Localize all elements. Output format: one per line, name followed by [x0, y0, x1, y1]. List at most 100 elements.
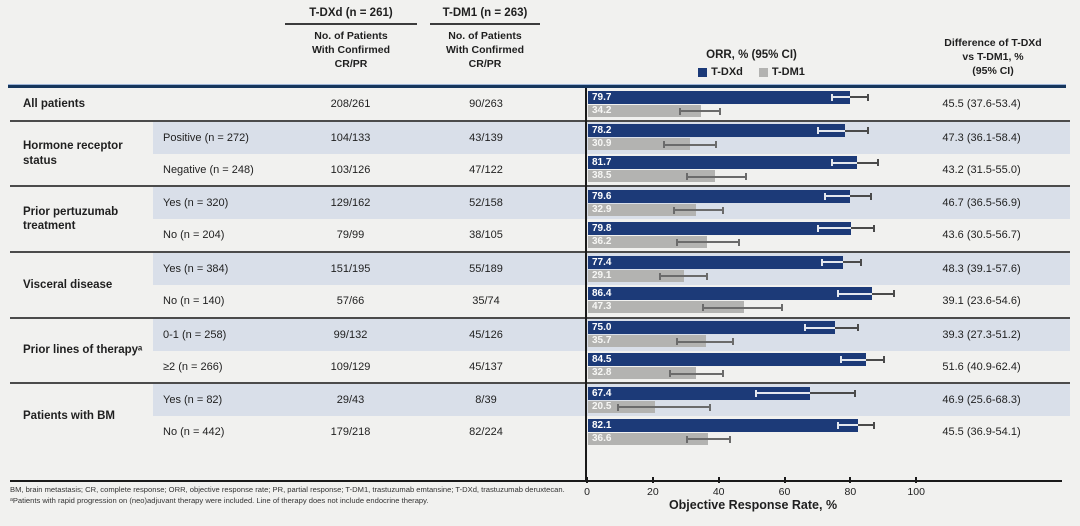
group-rows: Yes (n = 384) 151/195 55/189 77.4 29.1 48.3 (… [153, 253, 1070, 317]
tdxd-ci-whisker [841, 358, 867, 361]
subgroup-label: Yes (n = 384) [153, 253, 271, 285]
tdxd-ci-whisker [850, 96, 868, 98]
tdm1-ci-cap [705, 272, 708, 280]
tdxd-ci-cap [866, 93, 869, 101]
tdm1-ci-cap [616, 403, 619, 411]
tdxd-column-subtitle: No. of Patients With Confirmed CR/PR [311, 30, 391, 70]
group-rows: Yes (n = 82) 29/43 8/39 67.4 20.5 46.9 (25.6-… [153, 384, 1070, 448]
difference-value: 48.3 (39.1-57.6) [919, 253, 1070, 285]
tdm1-ci-cap [672, 206, 675, 214]
tdm1-ci-whisker [676, 340, 733, 343]
table-body: All patients 208/261 90/263 79.7 34.2 45.5 (3… [10, 88, 1070, 448]
tdxd-bar: 67.4 [588, 386, 810, 400]
tdxd-bar-value: 77.4 [592, 256, 612, 268]
axis-tick [915, 477, 918, 483]
tdxd-bar-value: 79.8 [592, 222, 612, 234]
table-row: Negative (n = 248) 103/126 47/122 81.7 38.5 4… [153, 154, 1070, 186]
x-axis-title: Objective Response Rate, % [668, 498, 838, 512]
tdm1-ci-whisker [676, 241, 740, 244]
tdxd-ci-cap [837, 290, 840, 298]
subgroup-label: ≥2 (n = 266) [163, 360, 223, 373]
tdxd-ci-whisker [850, 227, 875, 230]
difference-value: 45.5 (37.6-53.4) [942, 97, 1021, 110]
legend: T-DXd T-DM1 [586, 66, 917, 78]
tdxd-bar: 79.8 [588, 221, 851, 235]
tdxd-ci-cap [804, 324, 807, 332]
tdm1-count: 55/189 [430, 253, 542, 285]
tdxd-ci-cap [883, 356, 886, 364]
tdxd-bar: 84.5 [588, 353, 867, 367]
tdxd-column-header: T-DXd (n = 261) No. of Patients With Con… [273, 7, 429, 72]
tdm1-bar: 38.5 [588, 170, 715, 183]
tdxd-bar-value: 86.4 [592, 288, 612, 300]
tdm1-ci-cap [708, 403, 711, 411]
group-label: Visceral disease [23, 278, 113, 291]
spacer [542, 187, 588, 220]
tdxd-bar: 82.1 [588, 418, 859, 432]
group-rows: 0-1 (n = 258) 99/132 45/126 75.0 35.7 39.3 (2… [153, 318, 1070, 383]
tdm1-ci-cap [781, 304, 784, 312]
tdm1-ci-cap [659, 272, 662, 280]
tdm1-ci-whisker [686, 175, 746, 178]
tdxd-count: 151/195 [271, 253, 430, 285]
tdm1-bar: 36.6 [588, 432, 709, 445]
subgroup-label: Negative (n = 248) [163, 163, 254, 176]
tdxd-column-title: T-DXd (n = 261) [309, 7, 393, 19]
axis-tick-label: 100 [907, 486, 925, 498]
tdm1-ci-cap [721, 206, 724, 214]
footnote-abbreviations: BM, brain metastasis; CR, complete respo… [10, 485, 565, 494]
tdm1-count: 43/139 [430, 121, 542, 154]
orr-bar-cell: 84.5 32.8 [588, 351, 919, 383]
tdm1-ci-cap [728, 435, 731, 443]
tdm1-bar-value: 20.5 [592, 400, 612, 412]
spacer [542, 154, 588, 186]
tdxd-bar-value: 75.0 [592, 322, 612, 334]
table-row: No (n = 442) 179/218 82/224 82.1 36.6 45.5 (3… [153, 416, 1070, 448]
tdm1-ci-whisker [663, 143, 717, 146]
difference-value: 39.3 (27.3-51.2) [919, 318, 1070, 351]
tdm1-ci-whisker [617, 406, 710, 409]
subgroup-group: Prior pertuzumab treatment Yes (n = 320) 1… [10, 185, 1070, 251]
tdm1-count: 35/74 [472, 294, 500, 307]
tdm1-count: 47/122 [469, 163, 503, 176]
tdm1-count: 45/126 [430, 318, 542, 351]
tdm1-bar: 32.8 [588, 367, 696, 380]
tdm1-bar-value: 36.6 [592, 432, 612, 444]
tdxd-ci-cap [873, 421, 876, 429]
orr-bar-cell: 79.8 36.2 [588, 219, 919, 251]
tdxd-ci-cap [893, 290, 896, 298]
group-label: Patients with BM [23, 410, 116, 423]
tdxd-count: 104/133 [271, 121, 430, 154]
tdm1-ci-cap [745, 173, 747, 181]
tdm1-bar-value: 47.3 [592, 301, 612, 313]
tdxd-ci-whisker [872, 292, 895, 295]
tdxd-ci-whisker [755, 392, 810, 395]
tdxd-ci-whisker [809, 392, 855, 395]
tdxd-ci-whisker [831, 96, 851, 98]
tdm1-count: 45/137 [469, 360, 503, 373]
tdm1-ci-cap [679, 107, 682, 115]
group-rows: Yes (n = 320) 129/162 52/158 79.6 32.9 46.7 (… [153, 187, 1070, 251]
tdxd-bar: 77.4 [588, 255, 843, 269]
tdm1-ci-cap [702, 304, 705, 312]
tdxd-ci-cap [830, 93, 833, 101]
tdxd-ci-whisker [845, 129, 868, 132]
tdxd-header-underline [285, 23, 417, 25]
tdm1-ci-cap [718, 107, 721, 115]
orr-bar-cell: 79.6 32.9 [588, 187, 919, 220]
tdm1-bar-value: 32.9 [592, 203, 612, 215]
orr-bar-cell: 81.7 38.5 [588, 154, 919, 186]
tdm1-legend-swatch-icon [758, 67, 768, 77]
tdm1-bar: 47.3 [588, 301, 744, 314]
tdxd-legend-swatch-icon [698, 67, 708, 77]
spacer [542, 351, 588, 383]
tdxd-ci-whisker [838, 292, 873, 295]
tdxd-ci-cap [817, 224, 820, 232]
tdxd-ci-whisker [818, 129, 846, 132]
tdm1-ci-cap [715, 141, 718, 149]
subgroup-label [153, 88, 271, 120]
tdxd-count: 179/218 [330, 426, 371, 439]
axis-tick-label: 60 [778, 486, 791, 498]
tdxd-ci-whisker [858, 424, 875, 427]
